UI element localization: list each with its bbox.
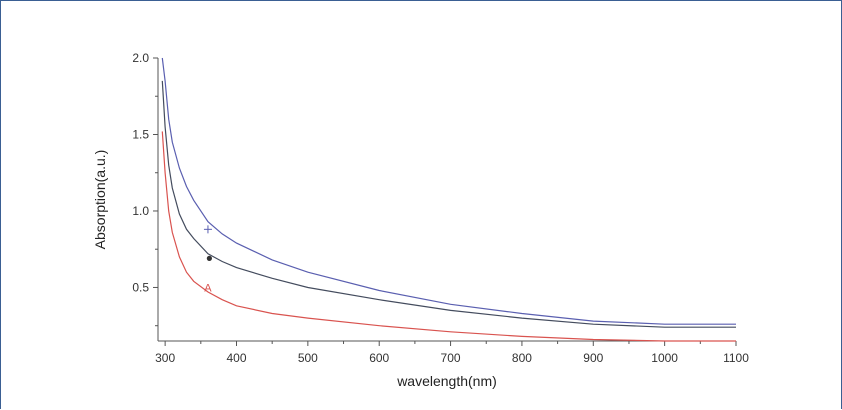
x-tick-label: 1100	[723, 351, 749, 365]
x-tick-label: 700	[441, 351, 461, 365]
x-tick-label: 600	[369, 351, 389, 365]
y-axis-title: Absorption(a.u.)	[92, 150, 108, 250]
y-tick-label: 0.5	[132, 280, 149, 294]
x-tick-label: 800	[512, 351, 532, 365]
x-axis-title: wavelength(nm)	[396, 373, 497, 389]
curve-marker-label: A	[204, 282, 212, 294]
curve-marker-dot	[206, 255, 212, 261]
x-tick-label: 300	[155, 351, 175, 365]
y-tick-label: 1.5	[132, 127, 149, 141]
y-tick-label: 2.0	[132, 51, 149, 65]
series-line-3	[161, 131, 736, 342]
series-line-1	[161, 57, 736, 325]
x-tick-label: 400	[226, 351, 246, 365]
x-tick-label: 500	[298, 351, 318, 365]
y-tick-label: 1.0	[132, 204, 149, 218]
series-line-2	[161, 80, 736, 328]
x-tick-label: 900	[583, 351, 603, 365]
x-tick-label: 1000	[651, 351, 678, 365]
